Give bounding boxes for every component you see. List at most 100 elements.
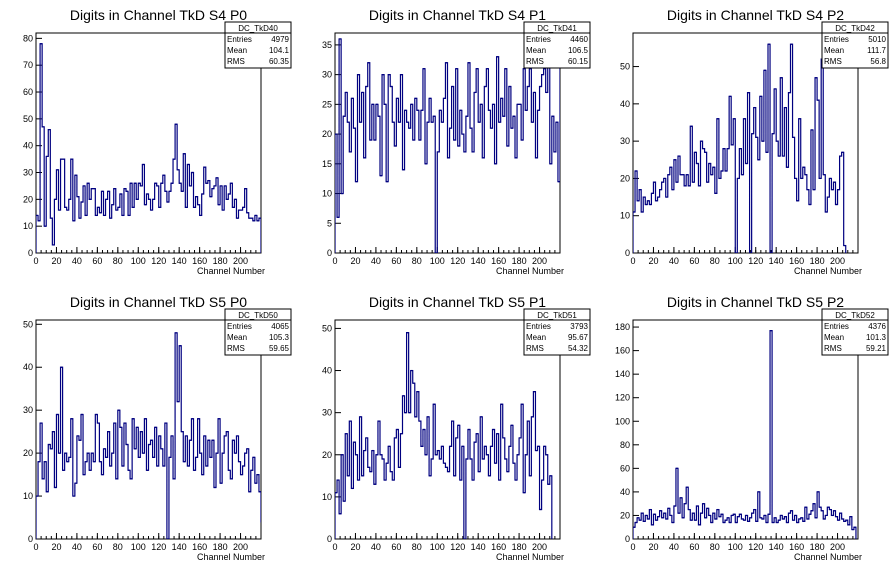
y-tick-label: 30 — [322, 408, 332, 418]
stats-label: Mean — [824, 46, 844, 55]
stats-box: DC_TkD51 Entries 3793 Mean 95.67 RMS 54.32 — [523, 308, 591, 356]
y-tick-label: 30 — [620, 136, 630, 146]
y-tick-label: 20 — [620, 510, 630, 520]
y-tick-label: 140 — [615, 369, 630, 379]
y-tick-label: 100 — [615, 416, 630, 426]
stats-name: DC_TkD51 — [537, 311, 577, 320]
x-tick-label: 140 — [769, 256, 784, 266]
stats-box: DC_TkD50 Entries 4065 Mean 105.3 RMS 59.65 — [224, 308, 292, 356]
y-tick-label: 10 — [322, 492, 332, 502]
y-tick-label: 40 — [23, 141, 33, 151]
stats-box: DC_TkD42 Entries 5010 Mean 111.7 RMS 56.8 — [821, 21, 889, 69]
stats-value: 4460 — [570, 35, 588, 44]
x-tick-label: 20 — [51, 256, 61, 266]
x-tick-label: 200 — [830, 256, 845, 266]
stats-label: RMS — [824, 344, 842, 353]
x-tick-label: 160 — [192, 542, 207, 552]
y-tick-label: 20 — [322, 129, 332, 139]
stats-value: 95.67 — [568, 333, 589, 342]
stats-value: 101.3 — [866, 333, 887, 342]
y-tick-label: 20 — [23, 194, 33, 204]
y-tick-label: 80 — [620, 440, 630, 450]
stats-box: DC_TkD40 Entries 4979 Mean 104.1 RMS 60.35 — [224, 21, 292, 69]
x-tick-label: 20 — [648, 542, 658, 552]
histogram-pad: Digits in Channel TkD S5 P00 20 40 60 80 100 1… — [23, 294, 292, 562]
stats-label: RMS — [227, 57, 245, 66]
stats-label: RMS — [824, 57, 842, 66]
x-axis-label: Channel Number — [794, 266, 862, 276]
histogram-series — [335, 38, 560, 253]
histogram-outline — [36, 43, 261, 253]
stats-box-frame — [821, 21, 889, 69]
x-tick-label: 160 — [491, 542, 506, 552]
histogram-pad: Digits in Channel TkD S5 P10 20 40 60 80 100 1… — [322, 294, 591, 562]
x-tick-label: 200 — [830, 542, 845, 552]
stats-name: DC_TkD40 — [238, 24, 278, 33]
stats-label: RMS — [526, 344, 544, 353]
y-tick-label: 40 — [620, 99, 630, 109]
x-tick-label: 0 — [33, 256, 38, 266]
stats-box-frame — [523, 308, 591, 356]
y-tick-label: 80 — [23, 33, 33, 43]
x-axis-label: Channel Number — [496, 266, 564, 276]
stats-name: DC_TkD52 — [835, 311, 875, 320]
histogram-series — [633, 329, 857, 539]
x-tick-label: 80 — [113, 542, 123, 552]
x-tick-label: 20 — [648, 256, 658, 266]
y-tick-label: 0 — [28, 534, 33, 544]
stats-box: DC_TkD52 Entries 4376 Mean 101.3 RMS 59.21 — [821, 308, 889, 356]
x-tick-label: 120 — [450, 542, 465, 552]
x-tick-label: 60 — [391, 256, 401, 266]
y-tick-label: 10 — [23, 491, 33, 501]
y-tick-label: 30 — [23, 405, 33, 415]
stats-value: 60.15 — [568, 57, 589, 66]
stats-value: 54.32 — [568, 344, 589, 353]
stats-value: 59.21 — [866, 344, 887, 353]
stats-label: Entries — [526, 35, 551, 44]
x-tick-label: 140 — [471, 256, 486, 266]
x-tick-label: 140 — [769, 542, 784, 552]
y-tick-label: 40 — [23, 362, 33, 372]
chart-title: Digits in Channel TkD S4 P2 — [667, 7, 844, 23]
y-tick-label: 50 — [23, 319, 33, 329]
histogram-series — [633, 43, 847, 253]
stats-box-frame — [523, 21, 591, 69]
stats-name: DC_TkD42 — [835, 24, 875, 33]
y-tick-label: 40 — [322, 366, 332, 376]
stats-value: 105.3 — [269, 333, 290, 342]
y-tick-label: 50 — [23, 114, 33, 124]
y-tick-label: 0 — [625, 248, 630, 258]
x-tick-label: 80 — [412, 542, 422, 552]
y-tick-label: 35 — [322, 40, 332, 50]
chart-title: Digits in Channel TkD S4 P1 — [369, 7, 546, 23]
stats-value: 106.5 — [568, 46, 589, 55]
y-tick-label: 10 — [23, 221, 33, 231]
x-tick-label: 0 — [332, 256, 337, 266]
x-tick-label: 200 — [233, 256, 248, 266]
x-tick-label: 120 — [450, 256, 465, 266]
x-tick-label: 180 — [213, 256, 228, 266]
histogram-series — [36, 332, 261, 539]
x-tick-label: 120 — [748, 542, 763, 552]
stats-box: DC_TkD41 Entries 4460 Mean 106.5 RMS 60.15 — [523, 21, 591, 69]
x-tick-label: 20 — [350, 542, 360, 552]
y-tick-label: 20 — [322, 450, 332, 460]
y-tick-label: 25 — [322, 99, 332, 109]
y-tick-label: 120 — [615, 393, 630, 403]
x-tick-label: 0 — [332, 542, 337, 552]
stats-value: 111.7 — [867, 46, 886, 55]
histogram-pad: Digits in Channel TkD S4 P0 0 20 40 60 80 100 1… — [23, 7, 292, 276]
x-tick-label: 180 — [512, 256, 527, 266]
y-tick-label: 60 — [23, 87, 33, 97]
x-tick-label: 180 — [810, 542, 825, 552]
x-tick-label: 180 — [512, 542, 527, 552]
stats-value: 3793 — [570, 322, 588, 331]
y-tick-label: 60 — [620, 463, 630, 473]
histogram-series — [36, 43, 261, 253]
x-tick-label: 100 — [131, 256, 146, 266]
chart-title: Digits in Channel TkD S4 P0 — [70, 7, 247, 23]
stats-label: RMS — [526, 57, 544, 66]
y-tick-label: 20 — [620, 173, 630, 183]
x-tick-label: 160 — [491, 256, 506, 266]
stats-value: 4376 — [868, 322, 886, 331]
